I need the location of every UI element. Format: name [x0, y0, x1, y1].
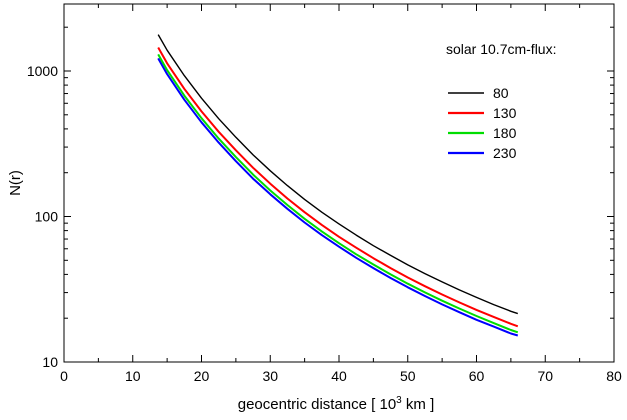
legend-title: solar 10.7cm-flux:	[446, 41, 556, 57]
x-tick-label: 60	[469, 368, 485, 384]
x-tick-label: 40	[331, 368, 347, 384]
x-tick-label: 70	[537, 368, 553, 384]
legend-label-230: 230	[493, 145, 517, 161]
y-axis-ticks: 10 100 1000	[27, 26, 614, 370]
x-tick-label: 50	[400, 368, 416, 384]
y-tick-label: 100	[35, 209, 59, 225]
y-tick-label: 1000	[27, 63, 58, 79]
y-axis-title: N(r)	[7, 170, 24, 196]
x-tick-label: 30	[262, 368, 278, 384]
x-axis-title: geocentric distance [ 103 km ]	[238, 395, 435, 413]
legend-label-130: 130	[493, 105, 517, 121]
x-tick-label: 10	[125, 368, 141, 384]
y-tick-label: 10	[42, 354, 58, 370]
plot-frame	[63, 3, 615, 363]
series-line-130	[157, 47, 519, 328]
legend: solar 10.7cm-flux: 80 130 180 230	[446, 41, 556, 161]
x-tick-label: 0	[60, 368, 68, 384]
series-line-80	[157, 34, 519, 315]
x-tick-label: 20	[194, 368, 210, 384]
series-lines	[157, 34, 519, 337]
legend-label-80: 80	[493, 85, 509, 101]
legend-label-180: 180	[493, 125, 517, 141]
x-tick-label: 80	[606, 368, 622, 384]
series-line-230	[157, 57, 519, 337]
x-axis-title-superscript: 3	[396, 395, 402, 406]
series-line-180	[157, 53, 519, 334]
x-axis-ticks: 0 10 20 30 40 50 60 70 80	[60, 4, 622, 384]
